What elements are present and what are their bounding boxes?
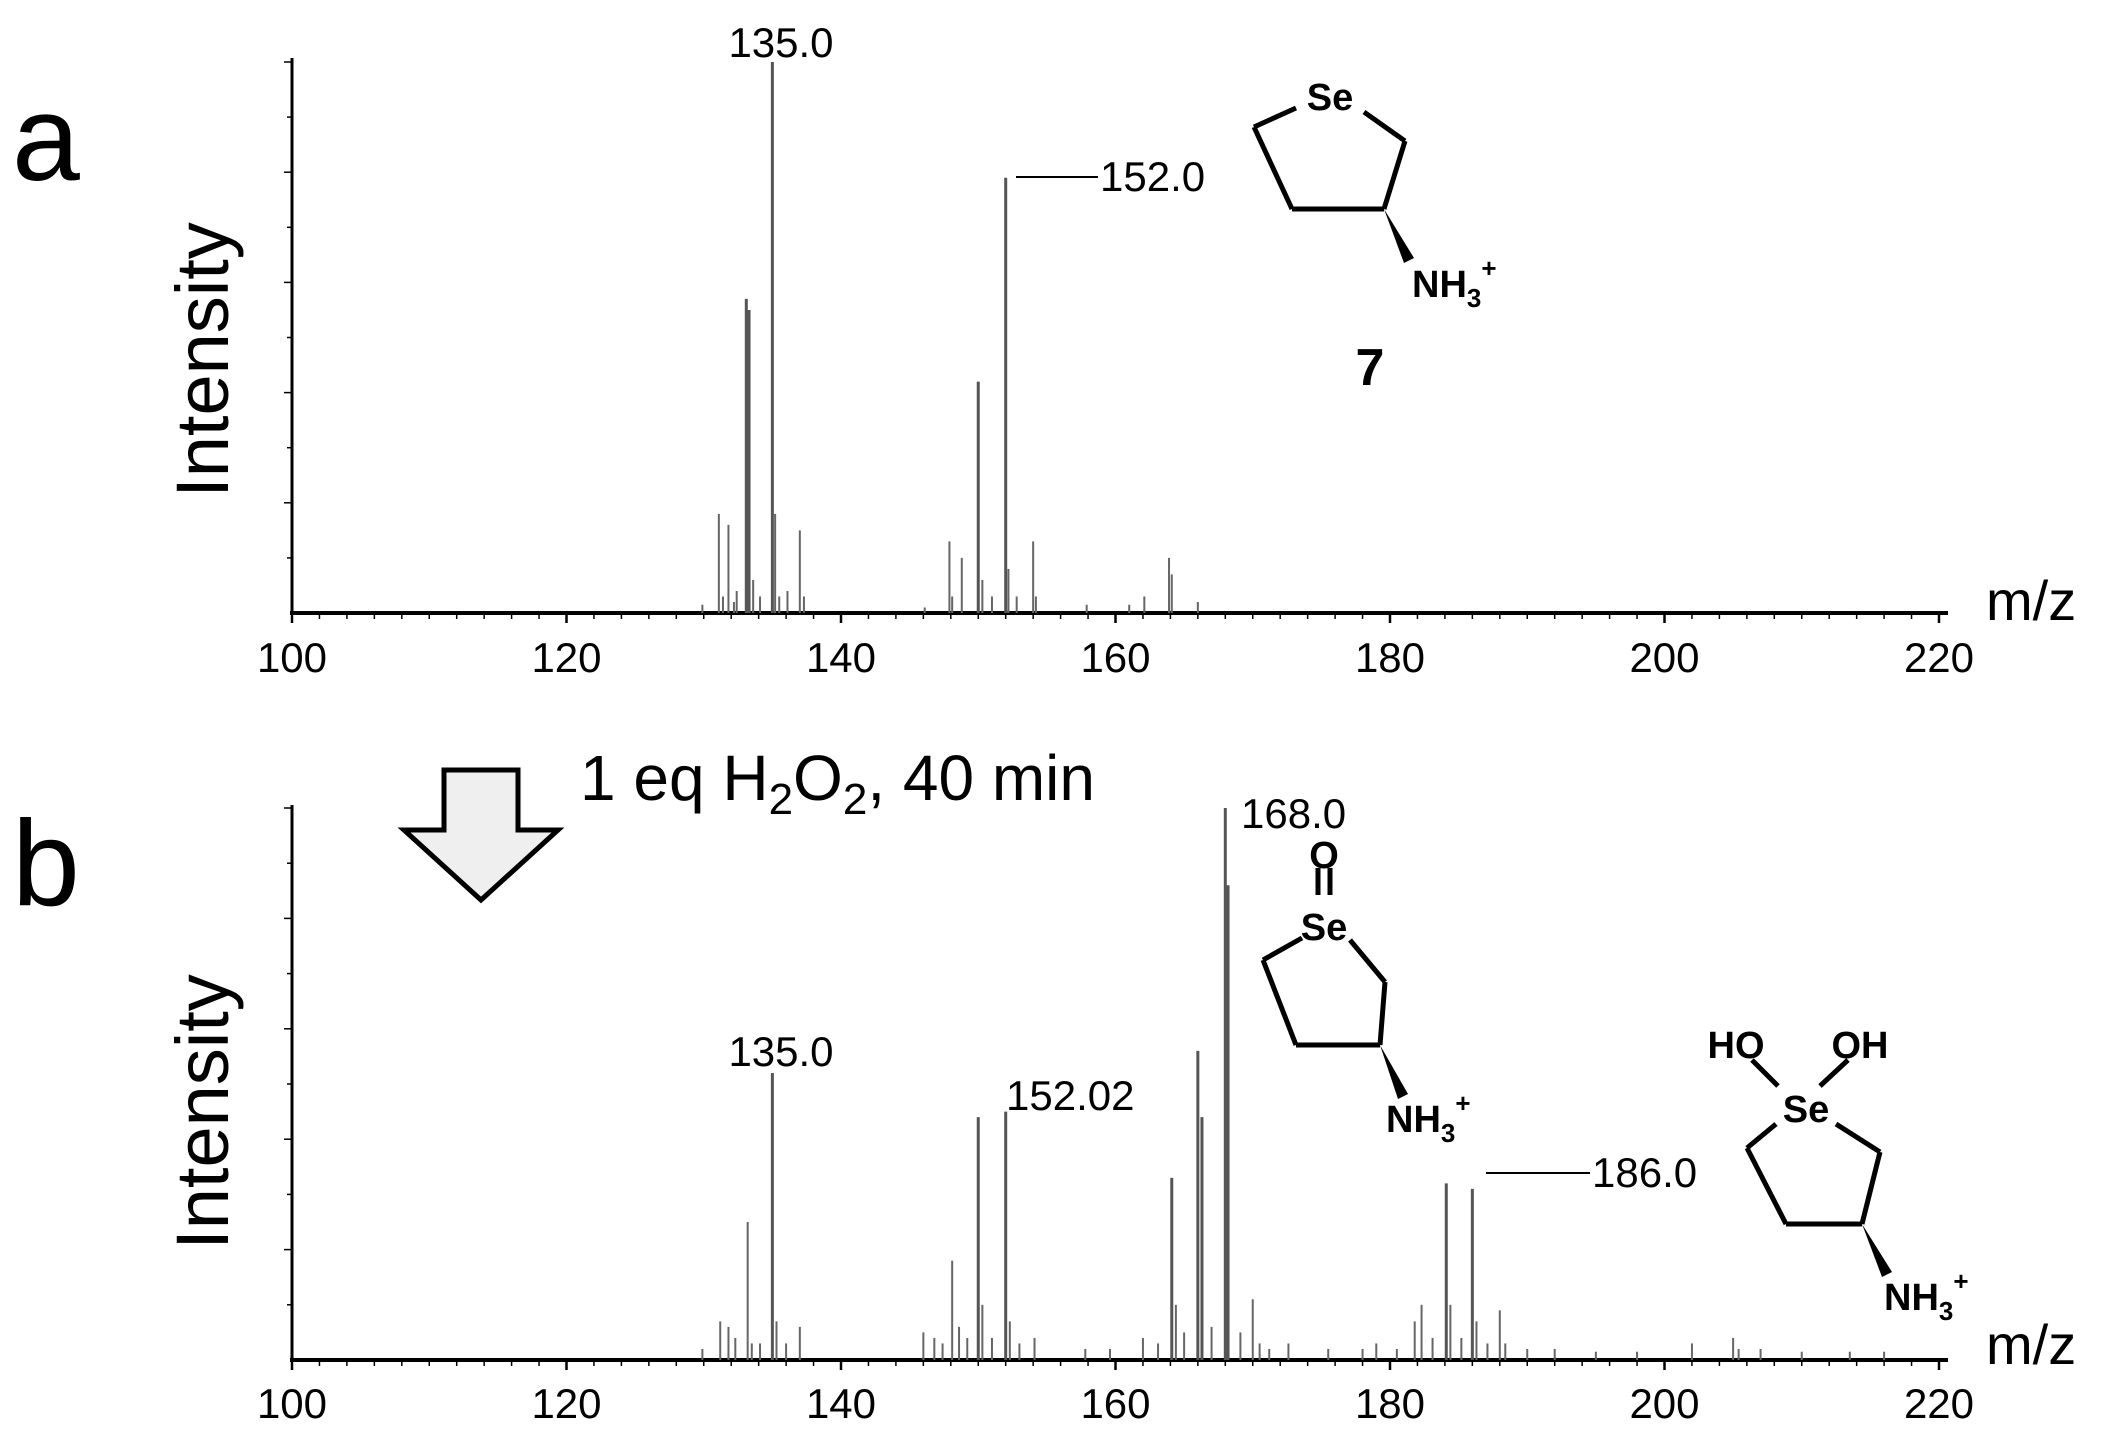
x-tick-label: 140 bbox=[806, 634, 876, 681]
x-tick-label: 180 bbox=[1355, 1380, 1425, 1427]
panel-a-y-ticks bbox=[284, 61, 292, 559]
panel-b-peaks bbox=[701, 808, 1886, 1360]
panel-a-label: a bbox=[12, 70, 80, 206]
x-tick-label: 220 bbox=[1904, 634, 1974, 681]
panel-b-y-ticks bbox=[284, 807, 292, 1306]
peak-label-152: 152.02 bbox=[1006, 1072, 1134, 1119]
atom-se: Se bbox=[1307, 77, 1353, 119]
panel-a-peaks bbox=[701, 62, 1199, 613]
panel-a: a Intensity 100 120 140 160 180 200 220 m/z 13… bbox=[12, 19, 2076, 681]
x-tick-label: 120 bbox=[531, 1380, 601, 1427]
peak-label-168: 168.0 bbox=[1241, 790, 1346, 837]
reaction-arrow-icon bbox=[397, 767, 565, 904]
panel-a-y-axis-label: Intensity bbox=[161, 222, 244, 498]
compound-number: 7 bbox=[1356, 339, 1385, 397]
atom-se: Se bbox=[1301, 907, 1347, 949]
peak-label-135: 135.0 bbox=[728, 1028, 833, 1075]
wedge-bond bbox=[1380, 1045, 1408, 1099]
reaction-conditions: 1 eq H2O2, 40 min bbox=[580, 742, 1095, 824]
atom-oh: OH bbox=[1832, 1025, 1889, 1067]
x-tick-label: 220 bbox=[1904, 1380, 1974, 1427]
structure-selenane-diol bbox=[1744, 1058, 1883, 1227]
panel-b-x-ticks: 100 120 140 160 180 200 220 bbox=[257, 1360, 1974, 1427]
panel-a-x-ticks: 100 120 140 160 180 200 220 bbox=[257, 613, 1974, 681]
peak-label-186: 186.0 bbox=[1592, 1149, 1697, 1196]
x-tick-label: 200 bbox=[1629, 1380, 1699, 1427]
x-tick-label: 160 bbox=[1080, 634, 1150, 681]
panel-a-x-axis-label: m/z bbox=[1986, 569, 2076, 632]
panel-b-y-axis-label: Intensity bbox=[161, 974, 244, 1250]
x-tick-label: 200 bbox=[1629, 634, 1699, 681]
x-tick-label: 100 bbox=[257, 1380, 327, 1427]
panel-b: b Intensity 100 120 140 160 180 200 220 m/z 13… bbox=[12, 790, 2076, 1427]
substituent-nh3: NH3+ bbox=[1386, 1088, 1471, 1148]
x-tick-label: 180 bbox=[1355, 634, 1425, 681]
peak-label-152: 152.0 bbox=[1100, 153, 1205, 200]
structure-compound-7 bbox=[1251, 105, 1408, 212]
panel-b-label: b bbox=[12, 795, 80, 931]
structure-selenoxide bbox=[1260, 868, 1388, 1048]
substituent-nh3: NH3+ bbox=[1884, 1266, 1969, 1326]
panel-b-x-axis-label: m/z bbox=[1986, 1313, 2076, 1376]
wedge-bond bbox=[1862, 1224, 1892, 1277]
x-tick-label: 120 bbox=[531, 634, 601, 681]
x-tick-label: 160 bbox=[1080, 1380, 1150, 1427]
x-tick-label: 140 bbox=[806, 1380, 876, 1427]
wedge-bond bbox=[1384, 209, 1414, 263]
substituent-nh3: NH3+ bbox=[1412, 253, 1497, 313]
atom-se: Se bbox=[1783, 1089, 1829, 1131]
peak-label-135: 135.0 bbox=[728, 19, 833, 66]
x-tick-label: 100 bbox=[257, 634, 327, 681]
atom-o: O bbox=[1309, 835, 1339, 877]
atom-ho: HO bbox=[1708, 1025, 1765, 1067]
